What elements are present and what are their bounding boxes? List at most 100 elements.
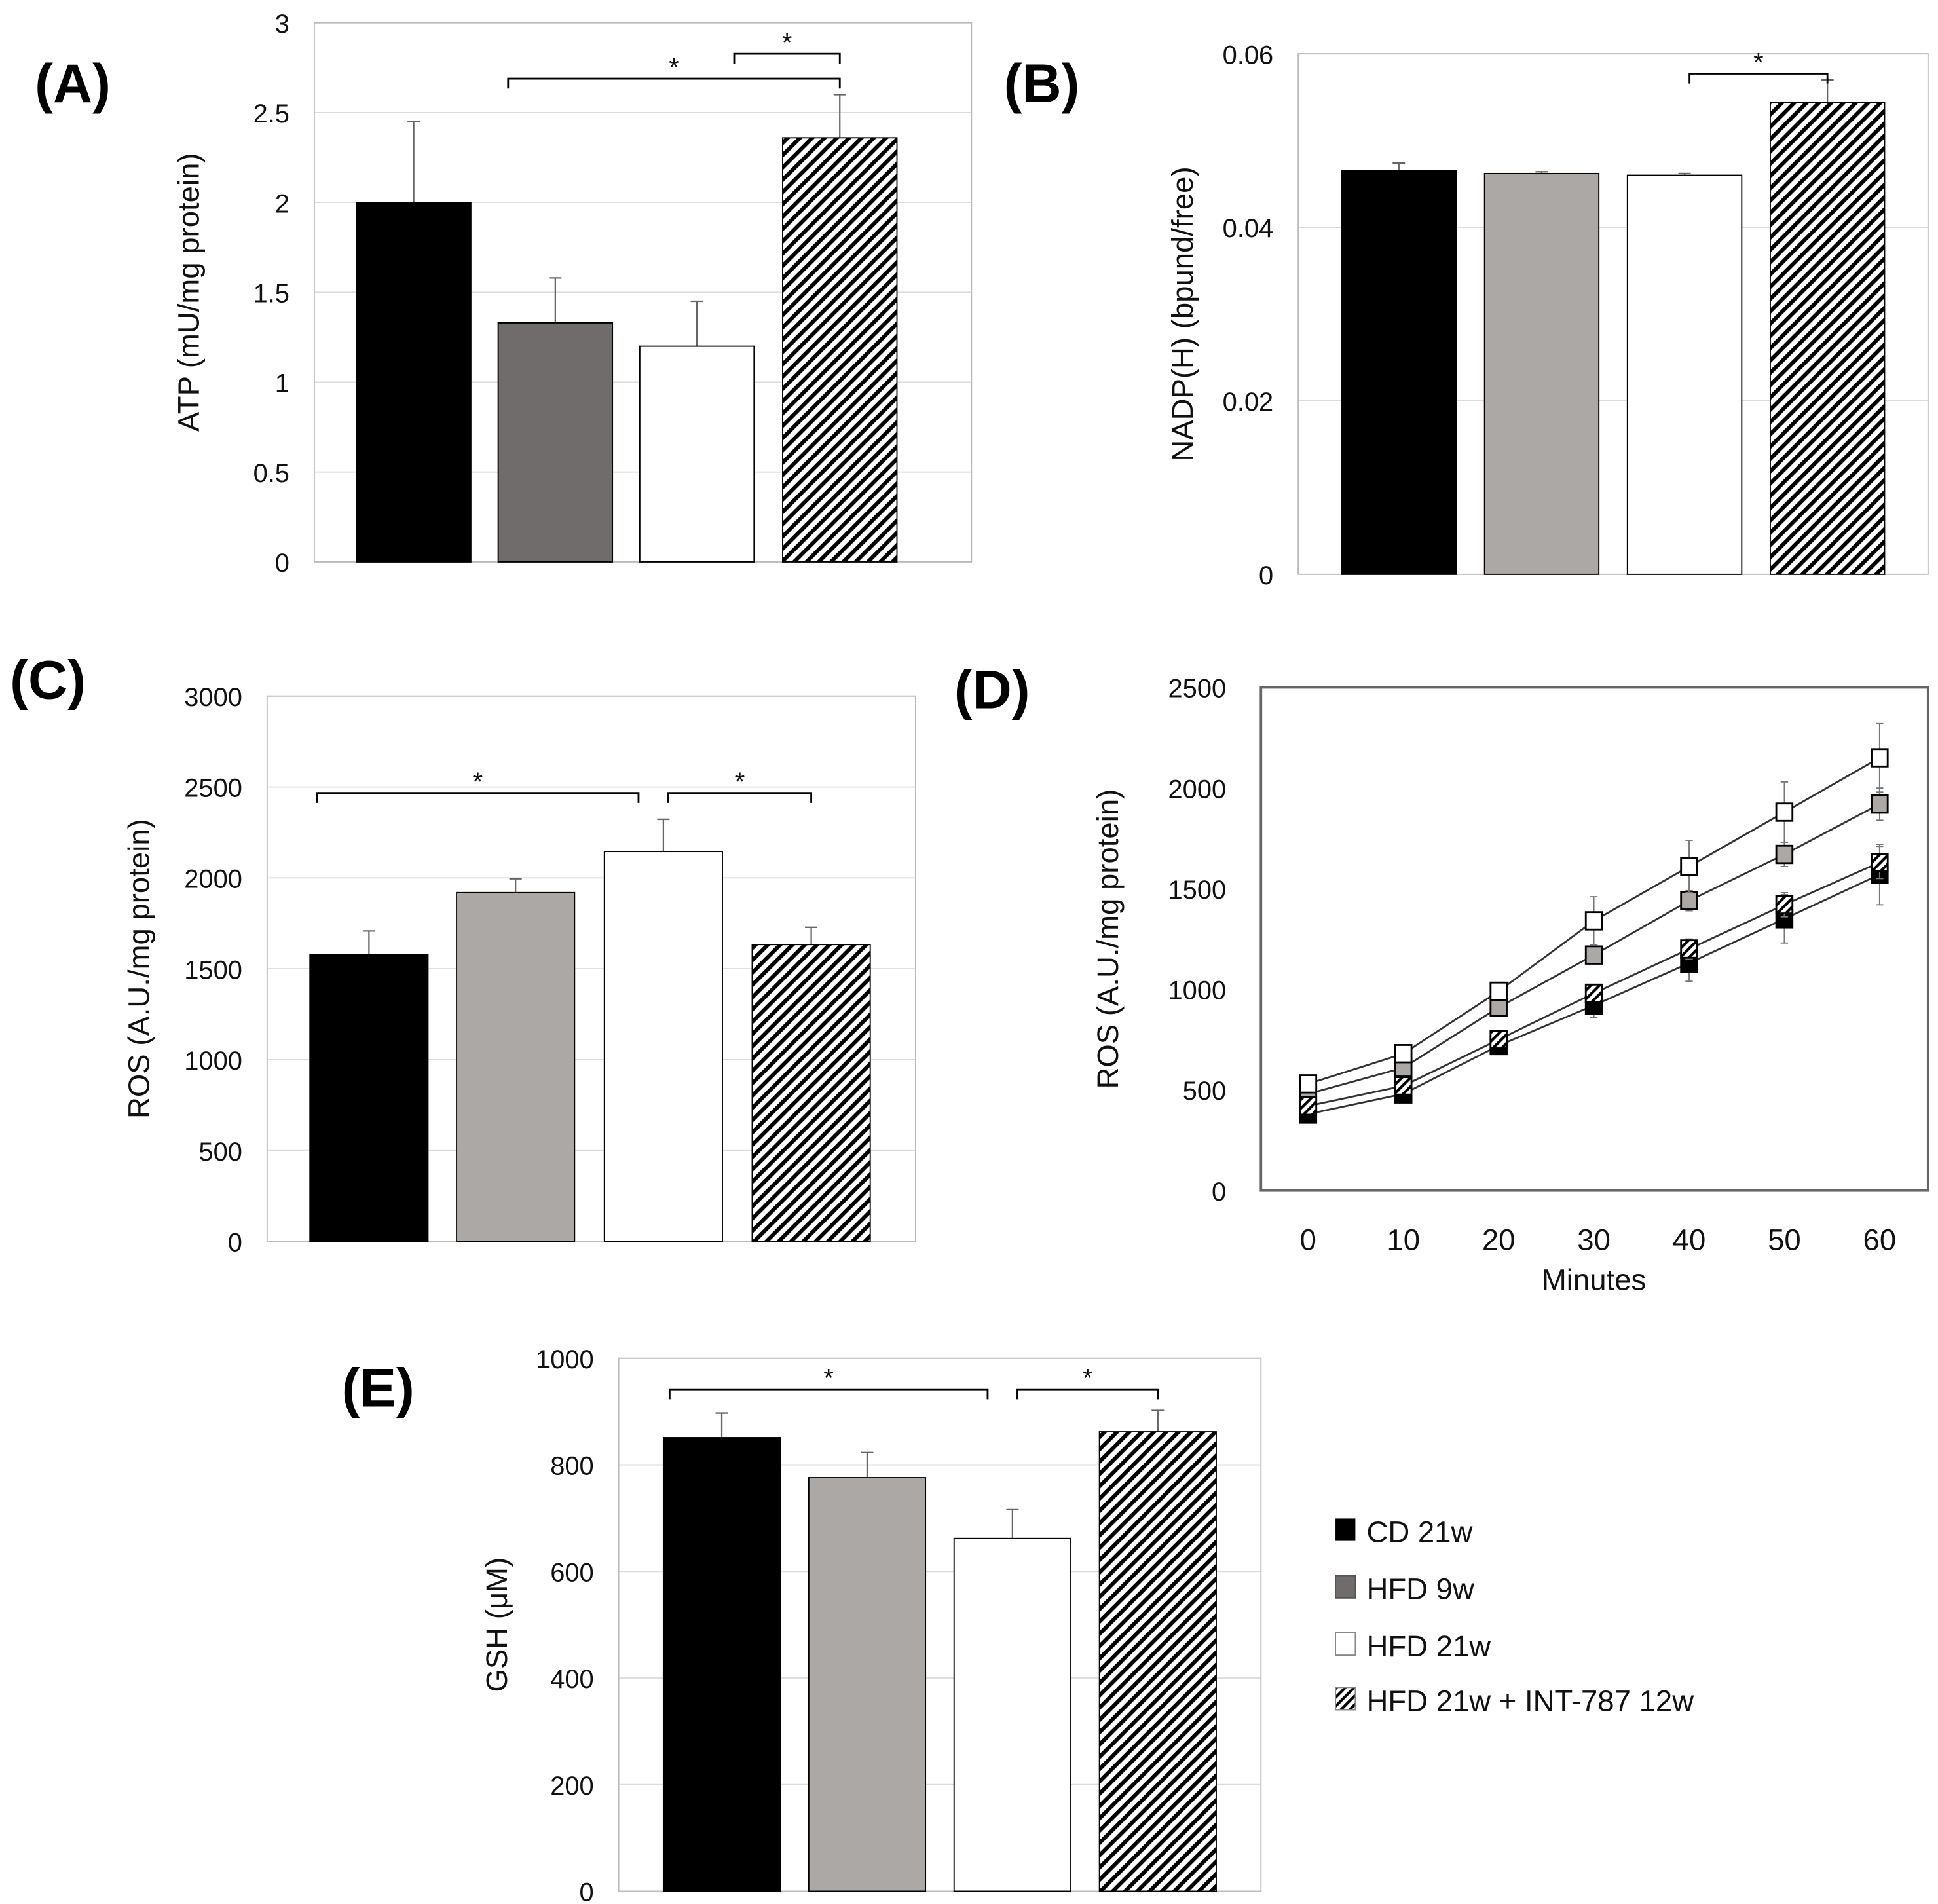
panel-title: (C) (10, 649, 86, 711)
y-axis-label: ROS (A.U./mg protein) (1091, 789, 1125, 1089)
data-point (1299, 1096, 1318, 1116)
panel-a: (A) ATP (mU/mg protein) 0 0.5 1 1.5 2 2.5 3 * * (35, 10, 973, 578)
significance-star: * (1083, 1364, 1093, 1392)
panel-d: (D) ROS (A.U./mg protein) 0 500 1000 1500 2000… (954, 659, 1929, 1296)
data-point (1584, 911, 1603, 931)
series-0 (1299, 844, 1889, 1124)
y-axis-label: NADP(H) (bpund/free) (1166, 166, 1199, 461)
y-tick-label: 0 (580, 1878, 594, 1904)
y-tick-label: 0 (275, 549, 289, 578)
data-point (1680, 857, 1698, 876)
y-tick-label: 3000 (184, 683, 242, 712)
bar (1626, 174, 1743, 575)
data-point (1871, 748, 1889, 768)
y-tick-label: 500 (1183, 1077, 1226, 1106)
significance-star: * (473, 768, 483, 796)
bar (751, 944, 871, 1242)
panel-title: (D) (954, 659, 1030, 720)
y-tick-label: 500 (198, 1138, 242, 1167)
data-point (1489, 1030, 1508, 1049)
data-point (1489, 998, 1508, 1017)
legend-label: HFD 9w (1366, 1573, 1474, 1606)
panel-title: (B) (1004, 52, 1080, 114)
y-axis-label: ROS (A.U./mg protein) (122, 819, 156, 1119)
bar (1483, 172, 1600, 575)
legend-swatch-cd (1335, 1518, 1356, 1541)
significance-star: * (782, 28, 792, 57)
series-2 (1299, 722, 1889, 1094)
y-tick-label: 0.06 (1223, 41, 1274, 69)
y-tick-label: 600 (550, 1558, 593, 1587)
bar (1098, 1431, 1217, 1892)
data-point (1680, 939, 1698, 959)
data-point (1871, 853, 1889, 872)
data-point (1775, 895, 1794, 915)
plot-frame (1259, 686, 1929, 1192)
data-point (1584, 983, 1603, 1003)
panel-e: (E) GSH (μM) 0 200 400 600 800 1000 * * (342, 1345, 1262, 1904)
y-axis-label: GSH (μM) (480, 1558, 513, 1692)
significance-bracket (316, 792, 640, 803)
y-tick-label: 2000 (1168, 775, 1227, 804)
bar (603, 851, 723, 1242)
panel-title: (A) (35, 52, 111, 114)
legend-swatch-hfd21 (1335, 1632, 1356, 1656)
y-tick-label: 1000 (536, 1345, 594, 1374)
x-tick-label: 50 (1768, 1223, 1801, 1257)
data-point (1489, 981, 1508, 1001)
plot-frame (1297, 53, 1929, 575)
panel-title: (E) (342, 1357, 415, 1419)
y-tick-label: 1500 (184, 956, 242, 984)
plot-frame (618, 1357, 1262, 1892)
significance-bracket (667, 792, 813, 803)
legend-swatch-hfd9 (1335, 1575, 1356, 1599)
y-tick-label: 2000 (184, 865, 242, 893)
bar (639, 345, 755, 563)
panel-c: (C) ROS (A.U./mg protein) 0 500 1000 1500 2000… (10, 649, 916, 1258)
y-tick-label: 0.02 (1223, 388, 1274, 417)
data-point (1680, 891, 1698, 910)
significance-star: * (735, 768, 745, 796)
bar (953, 1537, 1071, 1892)
y-tick-label: 1.5 (253, 279, 289, 308)
series-1 (1299, 787, 1889, 1104)
data-point (1775, 802, 1794, 822)
bar (456, 891, 576, 1242)
legend-label: CD 21w (1366, 1515, 1472, 1548)
x-tick-label: 40 (1673, 1223, 1706, 1257)
panel-b: (B) NADP(H) (bpund/free) 0 0.02 0.04 0.06 * (1004, 41, 1929, 590)
significance-star: * (823, 1364, 834, 1392)
series-3 (1299, 846, 1889, 1116)
plot-frame (266, 695, 916, 1242)
bar (808, 1477, 927, 1892)
data-point (1299, 1074, 1318, 1094)
y-tick-label: 1500 (1168, 876, 1227, 905)
y-tick-label: 200 (550, 1772, 593, 1801)
y-tick-label: 1 (275, 369, 289, 398)
significance-bracket (668, 1388, 989, 1400)
bar (1341, 170, 1457, 575)
legend-label: HFD 21w + INT-787 12w (1366, 1684, 1694, 1717)
y-tick-label: 0 (228, 1229, 242, 1258)
bar (782, 137, 898, 563)
y-tick-label: 800 (550, 1452, 593, 1481)
bar (662, 1437, 781, 1892)
bar (497, 322, 614, 563)
significance-bracket (507, 77, 841, 89)
y-tick-label: 400 (550, 1665, 593, 1694)
bar (356, 202, 472, 563)
y-tick-label: 0 (1212, 1178, 1226, 1206)
data-point (1871, 794, 1889, 814)
data-point (1394, 1044, 1413, 1064)
y-axis-label: ATP (mU/mg protein) (172, 153, 205, 432)
y-tick-label: 0.5 (253, 459, 289, 488)
y-tick-label: 2500 (1168, 675, 1227, 703)
y-tick-label: 2.5 (253, 100, 289, 128)
y-tick-label: 0 (1259, 561, 1273, 590)
y-tick-label: 1000 (1168, 977, 1227, 1005)
data-point (1584, 945, 1603, 965)
legend-label: HFD 21w (1366, 1630, 1491, 1663)
x-tick-label: 10 (1387, 1223, 1420, 1257)
bar (1769, 102, 1886, 575)
